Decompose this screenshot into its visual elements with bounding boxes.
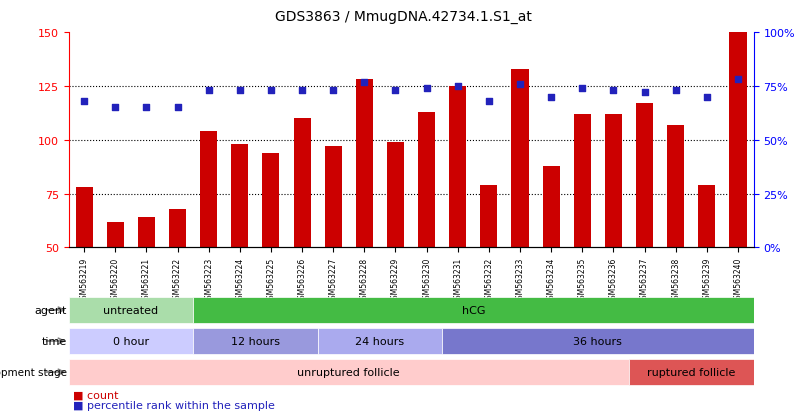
Bar: [574, 115, 591, 248]
Bar: [200, 132, 217, 248]
Point: [171, 105, 184, 112]
Bar: [636, 104, 653, 248]
Text: hCG: hCG: [462, 305, 485, 315]
Point: [77, 98, 90, 105]
Point: [420, 85, 433, 92]
Bar: [729, 33, 746, 248]
Point: [513, 81, 526, 88]
Text: ■ count: ■ count: [73, 389, 118, 399]
Bar: [325, 147, 342, 248]
Point: [700, 94, 713, 101]
Point: [234, 88, 247, 94]
Point: [483, 98, 496, 105]
Point: [451, 83, 464, 90]
Bar: [449, 87, 467, 248]
Bar: [698, 185, 716, 248]
Point: [607, 88, 620, 94]
Point: [140, 105, 153, 112]
Text: 36 hours: 36 hours: [573, 336, 622, 346]
Text: 0 hour: 0 hour: [113, 336, 149, 346]
Bar: [667, 126, 684, 248]
Point: [202, 88, 215, 94]
Bar: [512, 69, 529, 248]
Text: 24 hours: 24 hours: [355, 336, 405, 346]
Text: agent: agent: [35, 305, 67, 315]
Bar: [138, 218, 155, 248]
Text: development stage: development stage: [0, 367, 67, 377]
Bar: [355, 80, 373, 248]
Text: ruptured follicle: ruptured follicle: [647, 367, 736, 377]
Point: [545, 94, 558, 101]
Bar: [629, 359, 754, 385]
Bar: [69, 297, 193, 323]
Bar: [387, 142, 404, 248]
Bar: [542, 166, 559, 248]
Bar: [605, 115, 622, 248]
Bar: [106, 222, 124, 248]
Point: [669, 88, 682, 94]
Bar: [193, 297, 754, 323]
Point: [732, 77, 745, 83]
Bar: [76, 188, 93, 248]
Bar: [293, 119, 310, 248]
Bar: [442, 328, 754, 354]
Bar: [193, 328, 318, 354]
Point: [389, 88, 402, 94]
Point: [109, 105, 122, 112]
Bar: [480, 185, 497, 248]
Text: 12 hours: 12 hours: [231, 336, 280, 346]
Bar: [69, 359, 629, 385]
Bar: [231, 145, 248, 248]
Text: ■ percentile rank within the sample: ■ percentile rank within the sample: [73, 400, 274, 410]
Bar: [169, 209, 186, 248]
Text: time: time: [42, 336, 67, 346]
Point: [326, 88, 339, 94]
Point: [638, 90, 651, 97]
Text: untreated: untreated: [103, 305, 158, 315]
Point: [296, 88, 309, 94]
Text: GDS3863 / MmugDNA.42734.1.S1_at: GDS3863 / MmugDNA.42734.1.S1_at: [275, 10, 531, 24]
Bar: [318, 328, 442, 354]
Bar: [263, 153, 280, 248]
Point: [575, 85, 588, 92]
Point: [358, 79, 371, 86]
Text: unruptured follicle: unruptured follicle: [297, 367, 400, 377]
Point: [264, 88, 277, 94]
Bar: [418, 112, 435, 248]
Bar: [69, 328, 193, 354]
